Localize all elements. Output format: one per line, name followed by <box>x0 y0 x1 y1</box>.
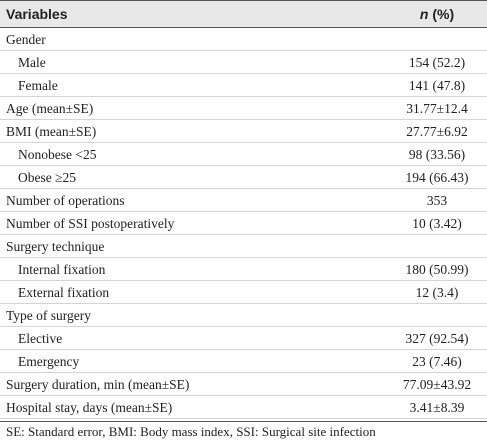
row-label: Gender <box>6 32 46 47</box>
table-row: Elective 327 (92.54) <box>0 327 487 350</box>
row-value: 27.77±6.92 <box>406 124 468 139</box>
row-value: 10 (3.42) <box>412 216 462 231</box>
header-variable: Variables <box>6 6 68 22</box>
row-label: Surgery duration, min (mean±SE) <box>6 377 190 392</box>
row-label: Internal fixation <box>18 262 106 277</box>
row-value: 141 (47.8) <box>408 78 466 93</box>
header-count: n (%) <box>387 6 487 22</box>
row-label: Number of SSI postoperatively <box>6 216 175 231</box>
row-label: Obese ≥25 <box>18 170 77 185</box>
table-row: Number of SSI postoperatively 10 (3.42) <box>0 212 487 235</box>
table-row: BMI (mean±SE) 27.77±6.92 <box>0 120 487 143</box>
table-row: Male 154 (52.2) <box>0 51 487 74</box>
row-label: Elective <box>18 331 63 346</box>
row-value: 353 <box>426 193 448 208</box>
footnote: SE: Standard error, BMI: Body mass index… <box>6 424 376 439</box>
table-row: Age (mean±SE) 31.77±12.4 <box>0 97 487 120</box>
table-row: Internal fixation 180 (50.99) <box>0 258 487 281</box>
row-label: Surgery technique <box>6 239 105 254</box>
row-value: 31.77±12.4 <box>406 101 468 116</box>
row-label: Number of operations <box>6 193 125 208</box>
table-rule <box>0 421 487 422</box>
row-value: 180 (50.99) <box>405 262 469 277</box>
header-count-unit: (%) <box>432 6 455 22</box>
table-row: Female 141 (47.8) <box>0 74 487 97</box>
row-label: Type of surgery <box>6 308 92 323</box>
row-value: 98 (33.56) <box>408 147 466 162</box>
row-label: Hospital stay, days (mean±SE) <box>6 400 173 415</box>
row-label: Male <box>18 55 46 70</box>
table-row: Hospital stay, days (mean±SE) 3.41±8.39 <box>0 396 487 419</box>
row-value: 23 (7.46) <box>412 354 462 369</box>
table-row: Gender <box>0 28 487 51</box>
row-value: 3.41±8.39 <box>409 400 465 415</box>
table-row: Surgery technique <box>0 235 487 258</box>
row-value: 194 (66.43) <box>405 170 469 185</box>
table-row: Type of surgery <box>0 304 487 327</box>
row-label: Nonobese <25 <box>18 147 97 162</box>
row-label: Emergency <box>18 354 80 369</box>
header-count-symbol: n <box>419 6 429 22</box>
row-label: BMI (mean±SE) <box>6 124 97 139</box>
row-value: 12 (3.4) <box>415 285 459 300</box>
table-row: Nonobese <25 98 (33.56) <box>0 143 487 166</box>
table-row: Obese ≥25 194 (66.43) <box>0 166 487 189</box>
row-value: 327 (92.54) <box>405 331 469 346</box>
row-value: 154 (52.2) <box>408 55 466 70</box>
table-row: External fixation 12 (3.4) <box>0 281 487 304</box>
table-header: Variables n (%) <box>0 0 487 28</box>
table-row: Number of operations 353 <box>0 189 487 212</box>
row-label: Female <box>18 78 58 93</box>
table-row: Emergency 23 (7.46) <box>0 350 487 373</box>
row-label: Age (mean±SE) <box>6 101 94 116</box>
table-row: Surgery duration, min (mean±SE) 77.09±43.… <box>0 373 487 396</box>
row-value: 77.09±43.92 <box>402 377 472 392</box>
row-label: External fixation <box>18 285 110 300</box>
